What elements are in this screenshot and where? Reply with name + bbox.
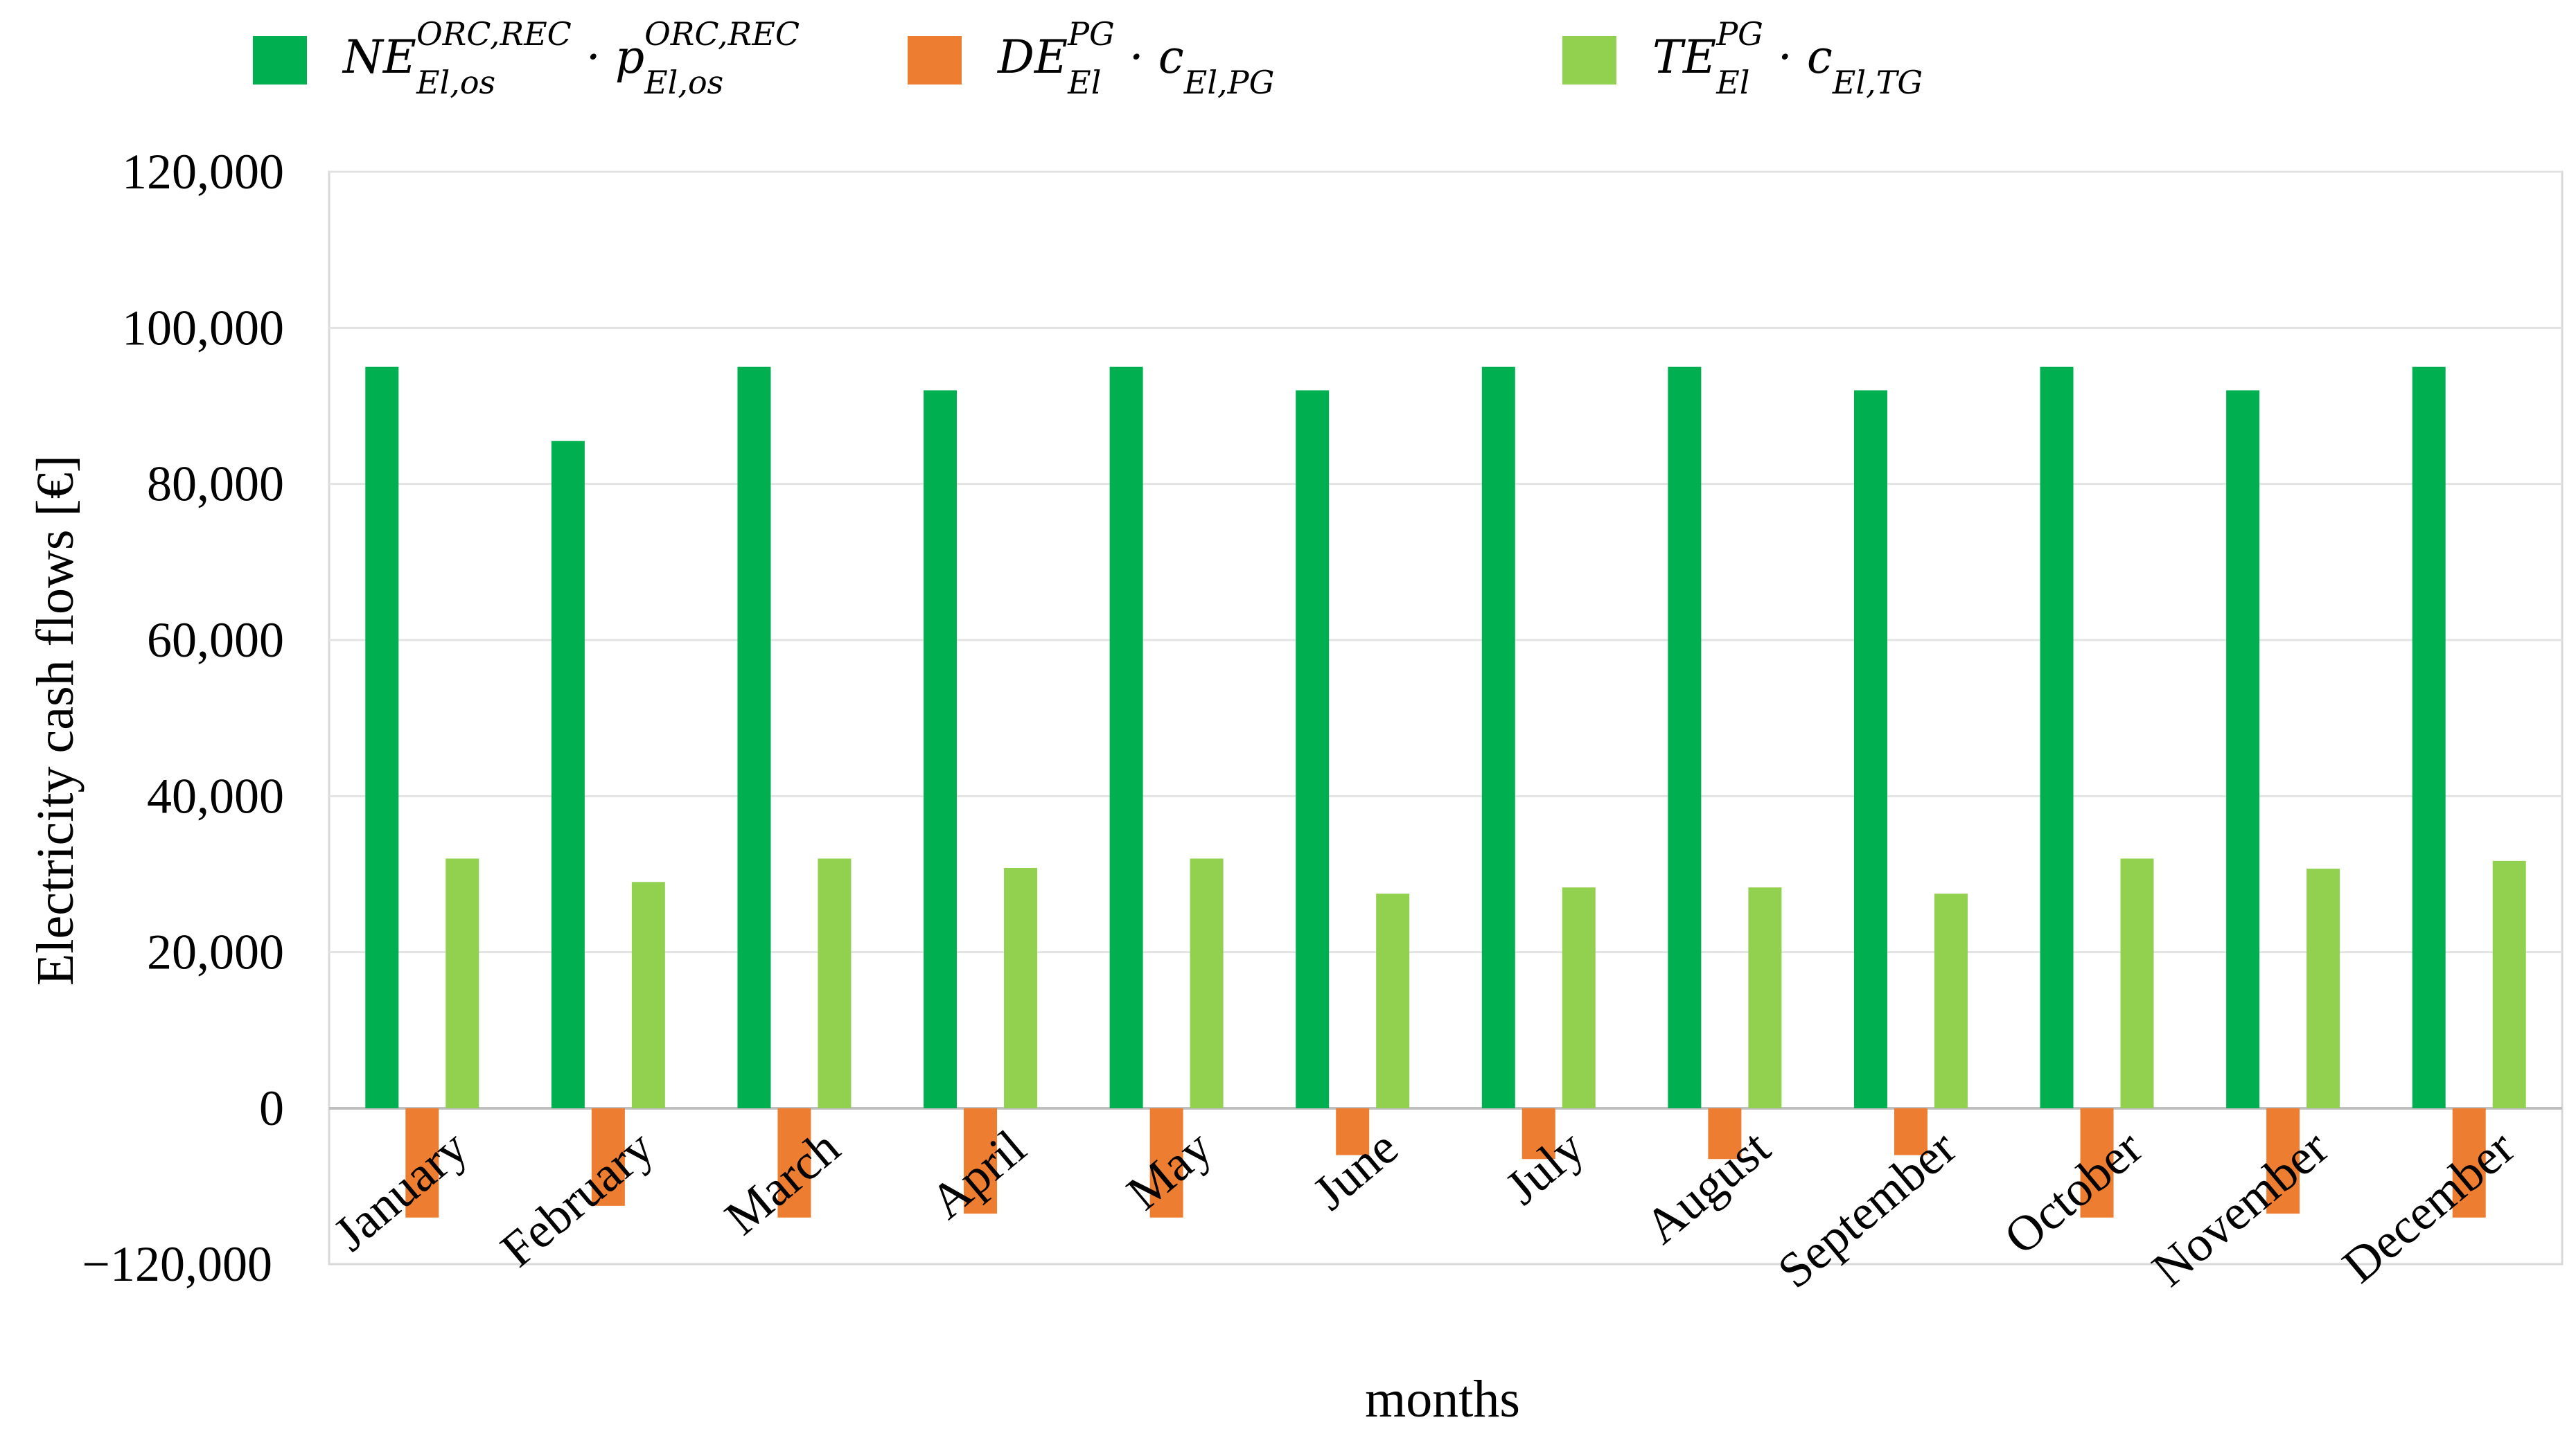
bar-september-series-3 (1934, 894, 1968, 1108)
bar-july-series-1 (1481, 366, 1515, 1108)
bar-july-series-3 (1562, 887, 1596, 1108)
legend-swatch (253, 36, 307, 85)
y-axis-ticks: 0 20,000 40,000 60,000 80,000 100,000 120,000 −… (82, 144, 284, 1292)
bar-december-series-2 (2452, 1108, 2486, 1218)
bar-march-series-3 (818, 858, 852, 1108)
bar-november-series-3 (2306, 869, 2340, 1108)
x-tick-label: October (1994, 1119, 2153, 1265)
bar-august-series-1 (1668, 366, 1702, 1108)
y-tick-label: 60,000 (147, 612, 284, 668)
x-tick-label: August (1634, 1119, 1781, 1254)
bar-january-series-2 (405, 1108, 439, 1218)
bar-august-series-2 (1708, 1108, 1742, 1160)
bar-april-series-2 (964, 1108, 998, 1214)
x-tick-label: July (1495, 1119, 1594, 1215)
legend-swatch (1562, 36, 1616, 85)
bar-march-series-2 (777, 1108, 811, 1218)
bar-october-series-3 (2120, 858, 2154, 1108)
bar-november-series-1 (2226, 390, 2260, 1108)
bar-april-series-1 (924, 390, 958, 1108)
y-tick-label: 120,000 (122, 144, 284, 199)
bar-january-series-3 (445, 858, 479, 1108)
bar-october-series-1 (2040, 366, 2074, 1108)
x-tick-label: December (2332, 1119, 2525, 1293)
y-tick-label: 0 (259, 1081, 284, 1136)
y-tick-label-min: −120,000 (82, 1236, 272, 1292)
y-axis-title: Electricity cash flows [€] (26, 455, 85, 986)
bar-may-series-1 (1109, 366, 1143, 1108)
x-tick-label: November (2142, 1119, 2338, 1297)
bar-november-series-2 (2266, 1108, 2300, 1214)
bar-september-series-2 (1894, 1108, 1927, 1155)
bar-march-series-1 (737, 366, 771, 1108)
bar-february-series-1 (551, 441, 585, 1108)
bar-october-series-2 (2080, 1108, 2114, 1218)
bar-june-series-1 (1296, 390, 1330, 1108)
bar-june-series-2 (1336, 1108, 1370, 1155)
bar-february-series-3 (631, 882, 665, 1108)
bar-december-series-3 (2492, 860, 2526, 1108)
bar-april-series-3 (1004, 867, 1038, 1108)
x-tick-label: February (491, 1119, 664, 1277)
bar-june-series-3 (1376, 894, 1410, 1108)
y-tick-label: 80,000 (147, 456, 284, 512)
bar-may-series-3 (1190, 858, 1224, 1108)
bar-february-series-2 (591, 1108, 625, 1206)
bar-may-series-2 (1149, 1108, 1183, 1218)
x-axis-ticks: January February March April May June July Augu… (324, 1119, 2525, 1299)
x-axis-title: months (1365, 1370, 1520, 1428)
x-tick-label: September (1767, 1119, 1966, 1299)
x-tick-label: January (324, 1119, 478, 1261)
bar-january-series-1 (365, 366, 399, 1108)
y-tick-label: 20,000 (147, 925, 284, 980)
bar-july-series-2 (1521, 1108, 1555, 1160)
y-tick-label: 40,000 (147, 768, 284, 824)
bar-august-series-3 (1748, 887, 1782, 1108)
legend-swatch (908, 36, 962, 85)
bars (365, 366, 2526, 1218)
bar-september-series-1 (1853, 390, 1887, 1108)
x-tick-label: June (1303, 1119, 1409, 1220)
gridlines (329, 170, 2562, 1110)
bar-december-series-1 (2412, 366, 2446, 1108)
y-tick-label: 100,000 (122, 300, 284, 355)
x-tick-label: May (1116, 1119, 1222, 1220)
